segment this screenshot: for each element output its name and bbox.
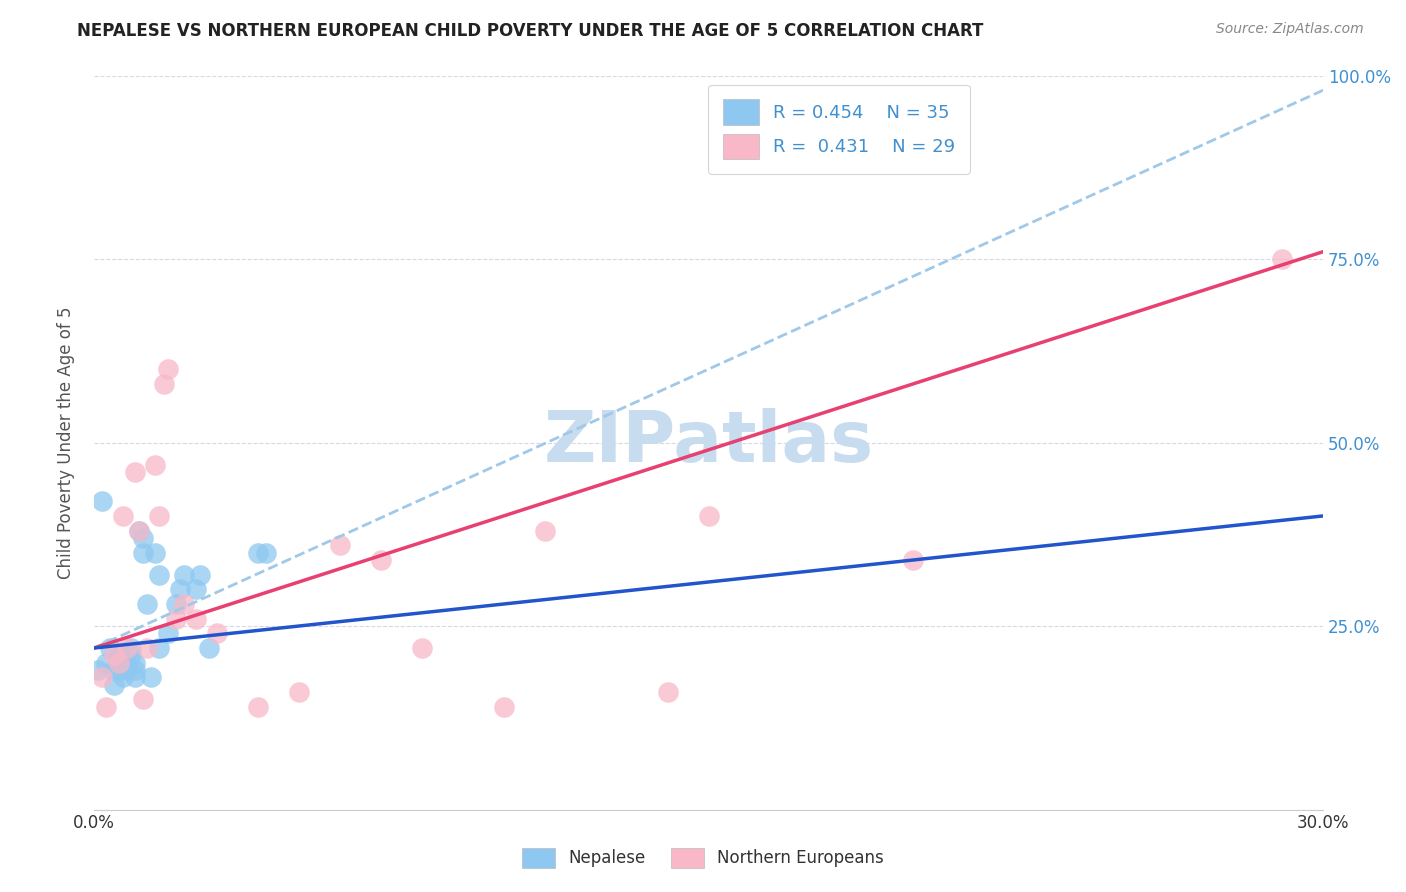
Point [173,567,195,582]
Point [533,524,555,538]
Point [205,626,228,640]
Point [165,612,187,626]
Point [697,508,720,523]
Point [115,656,138,670]
Point [107,656,129,670]
Text: ZIPatlas: ZIPatlas [544,408,873,477]
Point [87,663,110,677]
Point [87,817,110,831]
Point [288,685,311,699]
Point [246,546,269,560]
Point [254,546,277,560]
Point [1271,252,1294,266]
Point [657,685,679,699]
Point [124,465,146,479]
Point [156,362,179,376]
Point [148,508,170,523]
Point [492,699,515,714]
Point [148,567,170,582]
Point [329,538,352,552]
Point [132,546,155,560]
Point [115,663,138,677]
Legend: R = 0.454    N = 35, R =  0.431    N = 29: R = 0.454 N = 35, R = 0.431 N = 29 [709,85,970,174]
Point [107,663,129,677]
Text: NEPALESE VS NORTHERN EUROPEAN CHILD POVERTY UNDER THE AGE OF 5 CORRELATION CHART: NEPALESE VS NORTHERN EUROPEAN CHILD POVE… [77,22,984,40]
Y-axis label: Child Poverty Under the Age of 5: Child Poverty Under the Age of 5 [58,306,75,579]
Point [120,641,142,656]
Legend: Nepalese, Northern Europeans: Nepalese, Northern Europeans [515,841,891,875]
Point [96,656,118,670]
Point [91,494,114,508]
Text: Source: ZipAtlas.com: Source: ZipAtlas.com [1216,22,1364,37]
Point [124,670,146,684]
Point [903,553,925,567]
Point [411,641,433,656]
Point [190,567,212,582]
Point [115,641,138,656]
Point [246,699,269,714]
Point [136,641,159,656]
Point [141,670,163,684]
Point [186,582,208,597]
Point [111,656,134,670]
Point [132,531,155,545]
Point [128,524,150,538]
Point [145,458,167,472]
Point [132,692,155,706]
Point [91,670,114,684]
Point [156,626,179,640]
Point [111,508,134,523]
Point [103,648,125,663]
Point [145,546,167,560]
Point [124,663,146,677]
Point [169,582,191,597]
Point [107,648,129,663]
Point [120,648,142,663]
Point [96,699,118,714]
Point [152,376,174,391]
Point [98,641,121,656]
Point [136,597,159,611]
Point [103,663,125,677]
Point [111,670,134,684]
Point [370,553,392,567]
Point [173,597,195,611]
Point [186,612,208,626]
Point [103,678,125,692]
Point [124,656,146,670]
Point [197,641,219,656]
Point [128,524,150,538]
Point [165,597,187,611]
Point [148,641,170,656]
